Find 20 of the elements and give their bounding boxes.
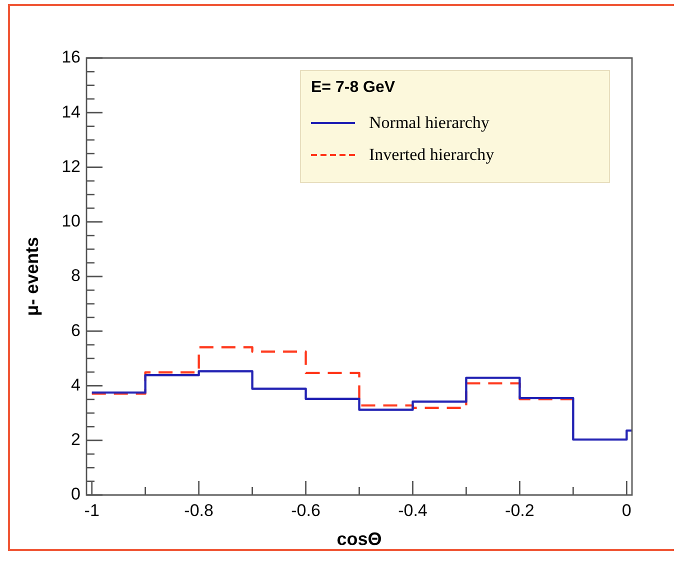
- y-tick-label: 6: [71, 320, 81, 340]
- y-tick-label: 4: [71, 375, 81, 394]
- x-tick-label: -0.4: [398, 500, 428, 520]
- x-tick-label: -0.6: [291, 500, 320, 520]
- x-tick-label: -1: [84, 500, 100, 520]
- legend-label: Normal hierarchy: [369, 113, 490, 133]
- y-axis-title: μ- events: [22, 236, 42, 316]
- x-tick-label: -0.2: [505, 500, 534, 520]
- y-tick-label: 10: [62, 212, 81, 231]
- y-tick-label: 12: [62, 156, 81, 176]
- x-axis-title: cosΘ: [336, 529, 382, 550]
- y-tick-label: 0: [71, 484, 81, 504]
- x-tick-label: -0.8: [184, 500, 214, 520]
- y-tick-label: 8: [71, 266, 81, 286]
- y-tick-label: 16: [62, 48, 81, 67]
- legend-label: Inverted hierarchy: [369, 145, 494, 165]
- x-tick-label: 0: [622, 500, 632, 520]
- y-tick-label: 14: [62, 102, 81, 122]
- legend-title: E= 7-8 GeV: [311, 79, 396, 97]
- y-tick-label: 2: [71, 430, 81, 450]
